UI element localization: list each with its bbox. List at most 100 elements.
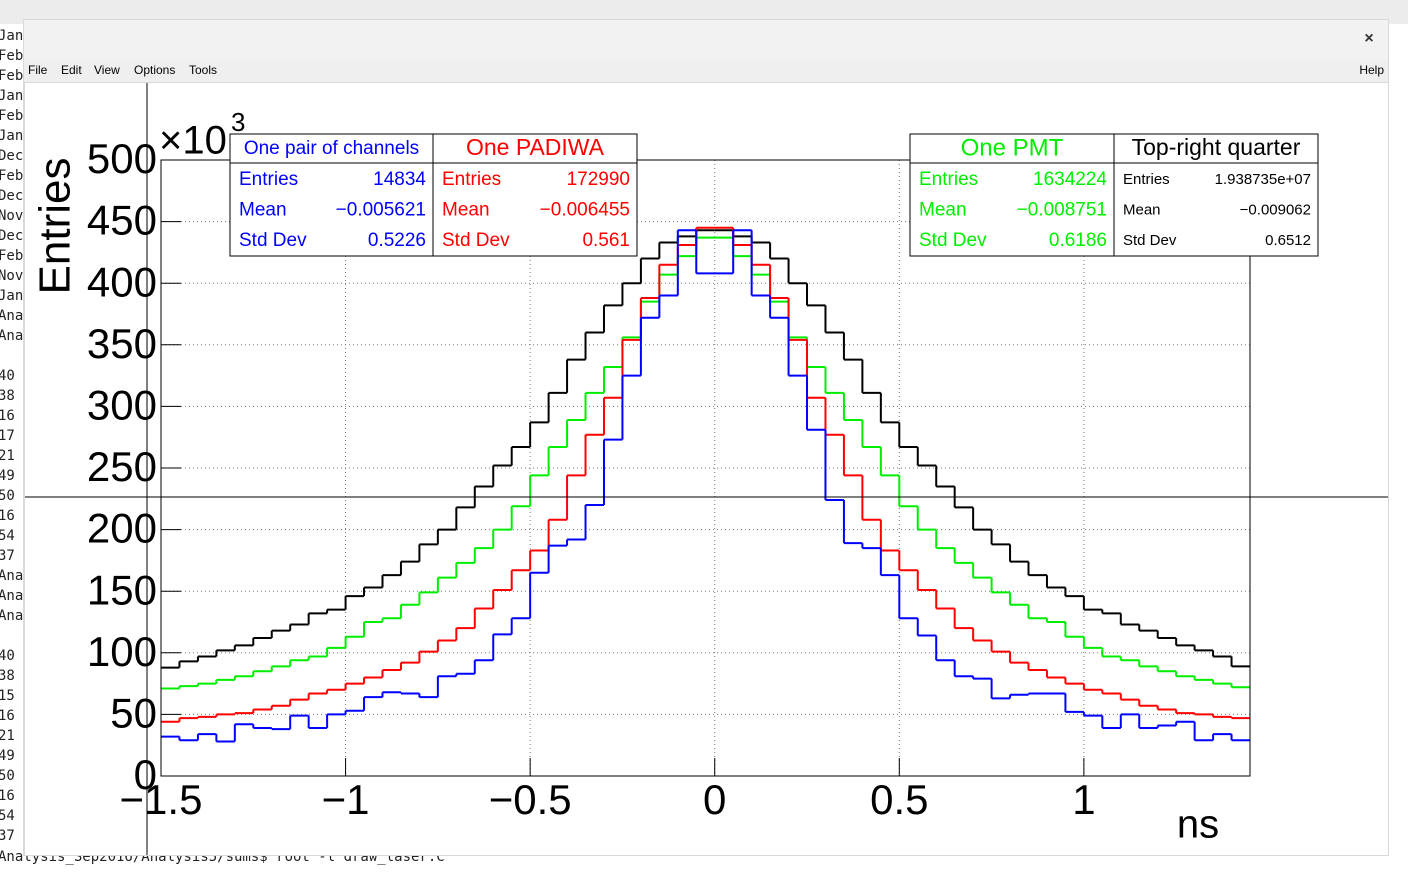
terminal-line: 21: [0, 728, 15, 744]
stats-label: Std Dev: [1123, 232, 1177, 249]
terminal-line: 50: [0, 488, 15, 504]
stats-label: Entries: [239, 169, 298, 190]
stats-label: Mean: [919, 200, 967, 221]
terminal-line: Jan: [0, 288, 23, 304]
title-bar: [24, 20, 1388, 60]
y-tick-label: 50: [110, 689, 157, 736]
terminal-line: Jan: [0, 128, 23, 144]
stats-value: −0.006455: [540, 200, 630, 221]
stats-value: 0.6186: [1049, 230, 1107, 251]
terminal-line: Feb: [0, 48, 23, 64]
terminal-line: Ana: [0, 568, 23, 584]
x-tick-label: −1: [322, 776, 370, 823]
terminal-line: Ana: [0, 608, 23, 624]
terminal-line: Nov: [0, 268, 23, 284]
y-tick-label: 300: [87, 381, 157, 428]
stats-label: Entries: [1123, 171, 1170, 188]
y-tick-label: 250: [87, 443, 157, 490]
menu-item[interactable]: View: [94, 63, 120, 77]
terminal: Jan Feb Feb Jan Feb Jan Dec Feb Dec Nov Dec Feb Nov J…: [0, 28, 445, 865]
y-multiplier-exponent: 3: [231, 107, 245, 137]
menu-item[interactable]: Options: [134, 63, 175, 77]
terminal-line: 40: [0, 648, 15, 664]
y-tick-label: 150: [87, 566, 157, 613]
close-button[interactable]: ×: [1364, 30, 1373, 47]
terminal-line: Jan: [0, 28, 23, 44]
stats-label: Entries: [919, 169, 978, 190]
terminal-line: Nov: [0, 208, 23, 224]
y-axis-title: Entries: [31, 158, 80, 295]
stats-label: Std Dev: [442, 230, 510, 251]
menu-item[interactable]: Tools: [189, 63, 217, 77]
menu-bar: [24, 60, 1388, 82]
plot-frame: [160, 159, 1251, 777]
stats-box: One PADIWA Entries 172990 Mean −0.006455 Std …: [432, 133, 638, 257]
plot: 0 50 100 150 200 250 300 350 400 450 500 −1.5 −1 −0.5…: [25, 83, 1388, 855]
x-tick-label: 0.5: [870, 776, 928, 823]
y-tick-label: 0: [134, 751, 157, 798]
stats-box-frame: [432, 133, 638, 257]
terminal-line: 16: [0, 408, 15, 424]
histogram-series: [161, 229, 1250, 669]
terminal-line: Dec: [0, 148, 23, 164]
terminal-line: Ana: [0, 328, 23, 344]
y-tick-label: 450: [87, 197, 157, 244]
y-tick-label: 400: [87, 258, 157, 305]
stats-box: Top-right quarter Entries 1.938735e+07 Mean…: [1113, 133, 1319, 257]
stats-box-title: One PADIWA: [466, 134, 605, 160]
y-tick-label: 200: [87, 505, 157, 552]
stats-label: Entries: [442, 169, 501, 190]
terminal-line: Feb: [0, 68, 23, 84]
terminal-line: 37: [0, 548, 15, 564]
histogram-series: [161, 236, 1250, 690]
menu-item[interactable]: File: [28, 63, 48, 77]
stats-value: −0.008751: [1017, 200, 1107, 221]
stats-value: 0.6512: [1265, 232, 1311, 249]
terminal-line: 15: [0, 688, 15, 704]
stats-box-frame: [1113, 133, 1319, 257]
stats-label: Std Dev: [239, 230, 307, 251]
stats-label: Mean: [442, 200, 490, 221]
menu-help[interactable]: Help: [1359, 63, 1384, 77]
stats-label: Mean: [1123, 201, 1161, 218]
histogram-series: [161, 229, 1250, 743]
stats-value: −0.009062: [1240, 201, 1311, 218]
stats-box-frame: [909, 133, 1115, 257]
x-tick-label: 0: [703, 776, 726, 823]
terminal-line: 16: [0, 708, 15, 724]
terminal-line: 17: [0, 428, 15, 444]
stats-value: 0.5226: [368, 230, 426, 251]
stats-box-title: One pair of channels: [244, 138, 419, 159]
root-canvas-window: × Help 0 50 100 150 200 250 300 350 400 450 500 −1.…: [23, 19, 1389, 856]
terminal-line: Feb: [0, 108, 23, 124]
y-tick-label: 100: [87, 628, 157, 675]
terminal-line: 49: [0, 468, 15, 484]
stats-label: Std Dev: [919, 230, 987, 251]
terminal-line: 16: [0, 788, 15, 804]
terminal-line: Feb: [0, 248, 23, 264]
terminal-line: 54: [0, 808, 15, 824]
terminal-line: Ana: [0, 308, 23, 324]
terminal-line: 21: [0, 448, 15, 464]
x-axis-title: ns: [1177, 803, 1219, 847]
terminal-line: 37: [0, 828, 15, 844]
terminal-line: Feb: [0, 168, 23, 184]
terminal-line: Dec: [0, 188, 23, 204]
terminal-line: 38: [0, 388, 15, 404]
stats-box-frame: [229, 133, 434, 257]
menu-item[interactable]: Edit: [61, 63, 82, 77]
terminal-line: Dec: [0, 228, 23, 244]
terminal-line: 54: [0, 528, 15, 544]
y-multiplier: ×10: [159, 119, 227, 163]
stats-label: Mean: [239, 200, 287, 221]
stats-value: 1634224: [1033, 169, 1107, 190]
terminal-line: 16: [0, 508, 15, 524]
x-tick-label: −1.5: [120, 776, 203, 823]
x-tick-label: 1: [1072, 776, 1095, 823]
terminal-line: Jan: [0, 88, 23, 104]
terminal-line: 49: [0, 748, 15, 764]
stats-value: 14834: [373, 169, 426, 190]
stats-box: One PMT Entries 1634224 Mean −0.008751 Std De…: [909, 133, 1115, 257]
